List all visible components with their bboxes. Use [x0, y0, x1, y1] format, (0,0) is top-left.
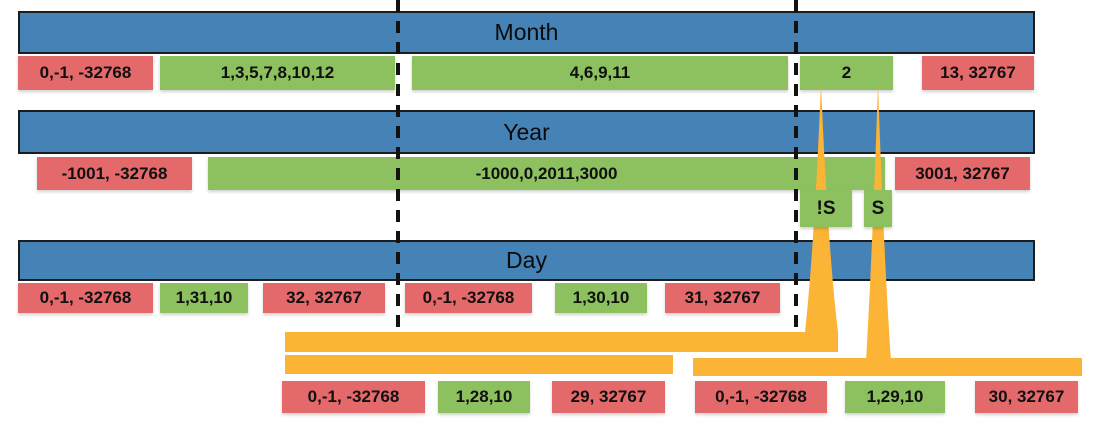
feb-nonleap-partition-invalid-low: 0,-1, -32768 — [282, 381, 425, 413]
month-partition-31day-months: 1,3,5,7,8,10,12 — [160, 56, 395, 90]
month-bar-label: Month — [494, 19, 559, 45]
month-partition-invalid-high: 13, 32767 — [922, 56, 1034, 90]
month-range-bar: Month — [18, 11, 1035, 54]
day30-partition-invalid-low: 0,-1, -32768 — [405, 283, 532, 313]
day30-partition-valid: 1,30,10 — [555, 283, 647, 313]
feb-nonleap-partition-valid: 1,28,10 — [438, 381, 530, 413]
boundary-dashed-line-right — [794, 0, 798, 330]
feb-nonleap-partition-invalid-high: 29, 32767 — [552, 381, 665, 413]
feb-leap-partition-invalid-low: 0,-1, -32768 — [695, 381, 827, 413]
flag-not-leap-year: !S — [800, 190, 852, 227]
feb-leap-partition-valid: 1,29,10 — [845, 381, 945, 413]
year-partition-valid: -1000,0,2011,3000 — [208, 157, 885, 190]
month-partition-february: 2 — [800, 56, 893, 90]
day31-partition-valid: 1,31,10 — [160, 283, 248, 313]
year-partition-invalid-low: -1001, -32768 — [37, 157, 192, 190]
year-range-bar: Year — [18, 110, 1035, 154]
feb-nonleap-range-track — [285, 355, 673, 374]
feb-nonleap-connector-track — [285, 332, 838, 352]
year-partition-invalid-high: 3001, 32767 — [895, 157, 1030, 190]
month-partition-30day-months: 4,6,9,11 — [412, 56, 788, 90]
day30-partition-invalid-high: 31, 32767 — [665, 283, 780, 313]
feb-leap-range-track — [693, 358, 1082, 376]
boundary-dashed-line-left — [396, 0, 400, 330]
feb-leap-partition-invalid-high: 30, 32767 — [975, 381, 1078, 413]
month-partition-invalid-low: 0,-1, -32768 — [18, 56, 153, 90]
year-bar-label: Year — [503, 118, 550, 145]
day-bar-label: Day — [506, 247, 547, 273]
day31-partition-invalid-high: 32, 32767 — [263, 283, 385, 313]
flag-leap-year: S — [864, 190, 892, 227]
day-range-bar: Day — [18, 240, 1035, 281]
day31-partition-invalid-low: 0,-1, -32768 — [18, 283, 153, 313]
